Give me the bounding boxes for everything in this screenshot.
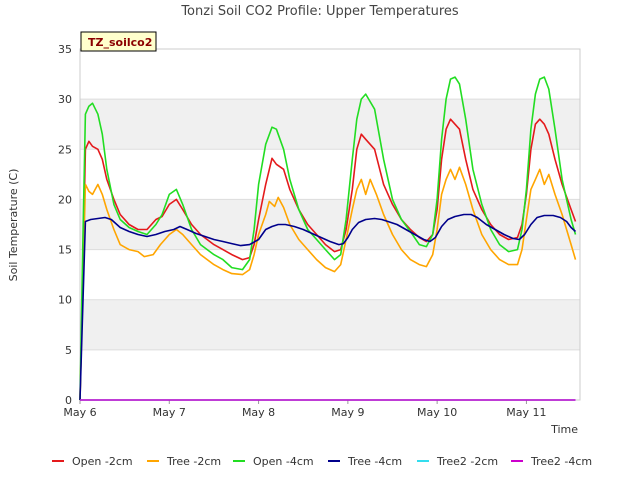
y-tick-label: 0 bbox=[65, 394, 72, 407]
chart-title: Tonzi Soil CO2 Profile: Upper Temperatur… bbox=[180, 4, 459, 19]
x-axis: May 6 May 7 May 8 May 9 May 10 May 11 bbox=[63, 400, 547, 419]
y-axis: 0 5 10 15 20 25 30 35 bbox=[58, 43, 72, 407]
grid-band bbox=[80, 299, 580, 350]
grid-bands bbox=[80, 99, 580, 350]
x-tick-label: May 8 bbox=[242, 406, 275, 419]
y-axis-label: Soil Temperature (C) bbox=[7, 169, 20, 282]
y-tick-label: 30 bbox=[58, 93, 72, 106]
legend-label: Tree2 -4cm bbox=[530, 455, 592, 468]
y-tick-label: 20 bbox=[58, 193, 72, 206]
site-badge: TZ_soilco2 bbox=[80, 31, 157, 52]
x-tick-label: May 7 bbox=[153, 406, 186, 419]
legend-label: Tree -2cm bbox=[166, 455, 221, 468]
x-tick-label: May 9 bbox=[331, 406, 364, 419]
series-lines bbox=[79, 76, 577, 401]
legend-label: Open -4cm bbox=[253, 455, 314, 468]
y-tick-label: 10 bbox=[58, 294, 72, 307]
x-tick-label: May 11 bbox=[506, 406, 546, 419]
y-tick-label: 35 bbox=[58, 43, 72, 56]
y-tick-label: 5 bbox=[65, 344, 72, 357]
site-badge-label: TZ_soilco2 bbox=[88, 36, 152, 49]
y-tick-label: 25 bbox=[58, 143, 72, 156]
legend-label: Tree -4cm bbox=[347, 455, 402, 468]
legend: Open -2cm Tree -2cm Open -4cm Tree -4cm Tree… bbox=[52, 455, 592, 468]
legend-label: Open -2cm bbox=[72, 455, 133, 468]
legend-label: Tree2 -2cm bbox=[436, 455, 498, 468]
series-line-open-4cm bbox=[79, 76, 577, 401]
x-tick-label: May 10 bbox=[417, 406, 457, 419]
x-axis-label: Time bbox=[550, 423, 578, 436]
grid-band bbox=[80, 99, 580, 150]
y-tick-label: 15 bbox=[58, 244, 72, 257]
series-line-tree-2cm bbox=[79, 166, 577, 401]
x-tick-label: May 6 bbox=[63, 406, 96, 419]
series-line-tree-4cm bbox=[79, 213, 577, 401]
